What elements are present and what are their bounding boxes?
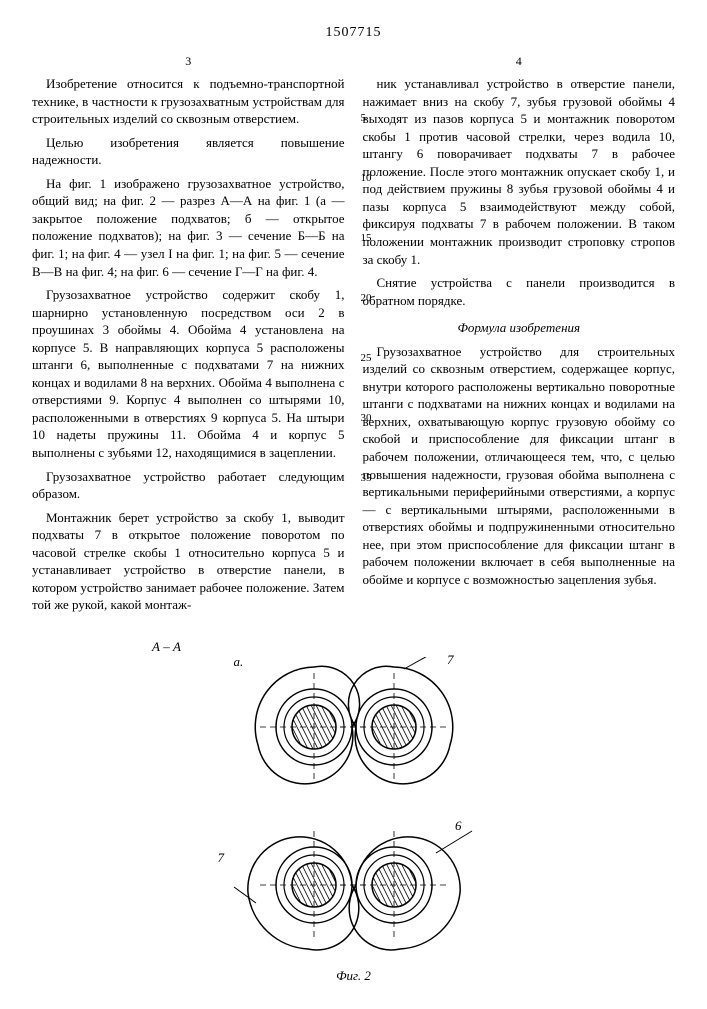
two-column-body: 3 Изобретение относится к подъемно-транс… bbox=[32, 53, 675, 620]
callout-7-top: 7 bbox=[447, 651, 454, 669]
para-figs: На фиг. 1 изображено грузозахватное устр… bbox=[32, 175, 345, 280]
para-operation-heading: Грузозахватное устройство работает следу… bbox=[32, 468, 345, 503]
line-number: 20 bbox=[361, 291, 372, 306]
line-number: 10 bbox=[361, 171, 372, 186]
subfig-a-label: а. bbox=[234, 653, 244, 671]
figure-2b-svg bbox=[174, 821, 534, 961]
line-number: 5 bbox=[361, 111, 367, 126]
callout-7-bottom: 7 bbox=[218, 849, 225, 867]
figure-2a-svg bbox=[174, 657, 534, 807]
para-structure: Грузозахватное устройство содержит скобу… bbox=[32, 286, 345, 461]
callout-6: 6 bbox=[455, 817, 462, 835]
para-intro: Изобретение относится к подъемно-транспо… bbox=[32, 75, 345, 128]
left-column: 3 Изобретение относится к подъемно-транс… bbox=[32, 53, 345, 620]
right-page-number: 4 bbox=[363, 53, 676, 69]
figure-2: А – А а. 7 7 6 Фиг. 2 bbox=[32, 638, 675, 985]
line-number: 15 bbox=[361, 231, 372, 246]
claim-text: Грузозахватное устройство для строительн… bbox=[363, 343, 676, 589]
line-number: 25 bbox=[361, 351, 372, 366]
para-operation-cont: ник устанавливал устройство в отверстие … bbox=[363, 75, 676, 268]
para-operation: Монтажник берет устройство за скобу 1, в… bbox=[32, 509, 345, 614]
figure-2-caption: Фиг. 2 bbox=[32, 967, 675, 985]
line-number: 35 bbox=[361, 471, 372, 486]
patent-number: 1507715 bbox=[32, 24, 675, 43]
section-label-aa: А – А bbox=[152, 638, 675, 656]
line-number: 30 bbox=[361, 411, 372, 426]
left-page-number: 3 bbox=[32, 53, 345, 69]
claim-title: Формула изобретения bbox=[363, 319, 676, 337]
right-column: 5 10 15 20 25 30 35 4 ник устанавливал у… bbox=[363, 53, 676, 620]
para-removal: Снятие устройства с панели производится … bbox=[363, 274, 676, 309]
para-goal: Целью изобретения является повышение над… bbox=[32, 134, 345, 169]
